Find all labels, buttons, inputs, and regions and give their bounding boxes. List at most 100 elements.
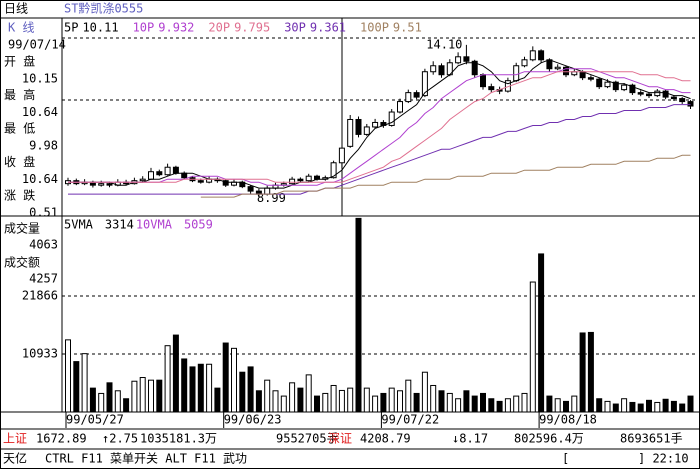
volume-bar <box>148 379 154 413</box>
security: ST黔凯涤0555 <box>64 1 143 16</box>
volume-bar <box>587 331 594 413</box>
field-label: 收 盘 <box>4 154 35 169</box>
candle-body <box>197 180 204 183</box>
legend-name: 30P <box>284 21 306 35</box>
legend-value: 9.361 <box>310 21 346 35</box>
volume-bar <box>496 400 503 413</box>
candle-body <box>139 178 146 182</box>
candle-body <box>305 175 312 182</box>
volume-bar <box>156 379 163 413</box>
legend-name: 10P <box>133 21 155 35</box>
volume-bar <box>322 392 329 413</box>
status-text: 9552705手 <box>276 432 339 446</box>
volume-bar <box>612 403 619 413</box>
candle-body <box>637 92 644 95</box>
ma-line <box>68 59 691 189</box>
status-text: ] 22:10 <box>638 452 689 466</box>
candle-body <box>480 74 486 88</box>
volume-bar <box>264 379 271 413</box>
high-label: 14.10 <box>426 37 462 51</box>
volume-bar <box>239 371 246 413</box>
candle-body <box>687 101 694 107</box>
volume-bar <box>687 395 694 413</box>
volume-bar <box>330 384 337 413</box>
volume-bar <box>363 387 370 413</box>
field-label: 涨 跌 <box>4 188 35 203</box>
amount-value: 4257 <box>29 272 58 286</box>
volume-bar <box>397 390 403 413</box>
volume-bar <box>197 363 204 413</box>
volume-bar <box>405 379 412 413</box>
volume-bar <box>654 401 661 413</box>
candle-body <box>513 65 520 82</box>
vol-legend-value: 3314 <box>105 218 134 232</box>
volume-bar <box>546 395 553 413</box>
volume-label: 成交量 <box>4 221 40 236</box>
status-text: 8693651手 <box>620 432 683 446</box>
vol-legend-value: 5059 <box>184 218 213 232</box>
period: 日线 <box>4 2 28 16</box>
cursor-date: 99/07/14 <box>8 38 66 52</box>
status-text: 4208.79 <box>360 432 411 446</box>
candle-body <box>222 180 229 186</box>
legend-name: 5P <box>64 21 78 35</box>
field-label: 最 高 <box>4 87 35 102</box>
candle-body <box>289 178 296 185</box>
volume-bar <box>164 345 171 413</box>
volume-bar <box>106 382 113 413</box>
candle-body <box>388 111 395 126</box>
x-tick-label: 99/05/27 <box>66 413 124 427</box>
candle-body <box>330 162 337 179</box>
volume-bar <box>513 395 520 413</box>
candle-body <box>538 50 545 61</box>
volume-bar <box>529 281 536 413</box>
field-value: 9.98 <box>29 139 58 153</box>
y-tick-label: 21866 <box>22 289 58 303</box>
legend-value: 9.932 <box>158 21 194 35</box>
candle-body <box>521 59 528 67</box>
volume-bar <box>289 382 296 413</box>
volume-bar <box>413 392 420 413</box>
volume-bar <box>372 395 379 413</box>
volume-bar <box>123 398 130 413</box>
volume-bar <box>504 398 511 413</box>
volume-bar <box>214 387 221 413</box>
candle-body <box>106 183 113 186</box>
volume-bar <box>172 334 179 413</box>
volume-bar <box>380 392 387 413</box>
candle-body <box>679 98 686 103</box>
legend-name: 20P <box>208 21 230 35</box>
status-text: 天亿 <box>3 451 27 466</box>
volume-bar <box>480 392 486 413</box>
legend-value: 9.51 <box>393 21 422 35</box>
candle-body <box>463 56 470 62</box>
status-text: 1035181.3万 <box>140 432 217 446</box>
field-value: 0.51 <box>29 206 58 220</box>
volume-bar <box>114 390 121 413</box>
status-text: ↑2.75 <box>102 432 138 446</box>
candle-body <box>164 166 171 176</box>
volume-bar <box>679 403 686 413</box>
candle-body <box>181 172 188 179</box>
volume-bar <box>181 358 188 413</box>
k-label: K 线 <box>8 21 34 35</box>
volume-bar <box>579 332 586 413</box>
volume-bar <box>206 363 213 413</box>
candle-body <box>297 178 304 182</box>
volume-bar <box>189 366 196 413</box>
volume-bar <box>139 377 146 413</box>
volume-bar <box>471 395 478 413</box>
field-value: 10.64 <box>22 105 58 119</box>
candle-body <box>98 183 105 186</box>
volume-bar <box>596 398 603 413</box>
volume-bar <box>670 400 677 413</box>
candle-body <box>587 77 594 80</box>
candle-body <box>247 186 254 192</box>
volume-bar <box>255 390 262 413</box>
volume-bar <box>455 398 462 413</box>
candle-body <box>662 90 669 98</box>
volume-bar <box>314 395 320 413</box>
volume-bar <box>621 398 628 413</box>
